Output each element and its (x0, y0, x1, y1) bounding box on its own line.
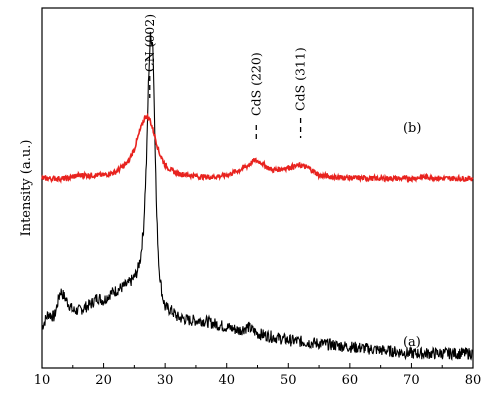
y-axis-title: Intensity (a.u.) (19, 140, 34, 237)
series-line-a (41, 31, 474, 362)
series-labels: (b) (a) (403, 121, 421, 350)
peak-annotations: CN (002) CdS (220) CdS (311) (142, 14, 308, 143)
series-lines (41, 31, 474, 362)
series-label: (a) (403, 335, 421, 350)
peak-label: CdS (220) (248, 52, 263, 116)
peak-label: CN (002) (142, 14, 157, 72)
x-axis: 10 20 30 40 50 60 70 80 (34, 363, 482, 388)
x-tick-label: 20 (95, 373, 112, 388)
series-label: (b) (403, 121, 421, 136)
x-tick-label: 10 (34, 373, 51, 388)
x-tick-label: 50 (280, 373, 297, 388)
x-tick-label: 80 (465, 373, 482, 388)
x-tick-label: 40 (218, 373, 235, 388)
x-tick-label: 30 (157, 373, 174, 388)
x-tick-label: 60 (342, 373, 359, 388)
x-tick-label: 70 (403, 373, 420, 388)
series-line-b (41, 112, 474, 184)
peak-label: CdS (311) (293, 47, 308, 111)
